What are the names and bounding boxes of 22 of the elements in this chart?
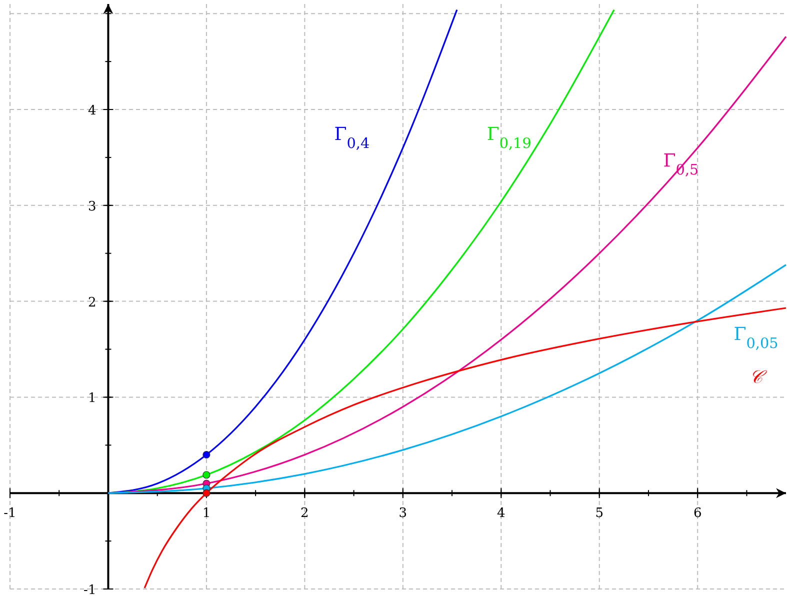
- x-tick-label: 6: [693, 506, 702, 522]
- series-label: Γ$_{0,19}$: [486, 124, 532, 152]
- x-tick-label: 5: [595, 506, 604, 522]
- y-tick-label: 1: [88, 391, 96, 406]
- x-tick-label: 4: [497, 506, 506, 522]
- point: [202, 450, 210, 459]
- y-tick-label: 4: [88, 103, 96, 118]
- point: [202, 471, 210, 479]
- x-tick-label: 1: [202, 506, 211, 522]
- x-tick-label: 2: [300, 506, 309, 522]
- x-tick-label: 3: [398, 506, 408, 522]
- series-label: Γ$_{0,4}$: [334, 124, 370, 152]
- y-tick-label: 3: [88, 199, 96, 214]
- line-series: [144, 307, 787, 589]
- line-series: [107, 36, 787, 494]
- y-tick-label: 2: [88, 295, 96, 310]
- x-tick-label: -1: [4, 506, 16, 522]
- series-label: Γ$_{0,05}$: [734, 324, 778, 352]
- y-tick-label: -1: [84, 583, 96, 598]
- line-series: [107, 8, 458, 494]
- text: 𝒞: [750, 367, 768, 388]
- point: [202, 489, 210, 497]
